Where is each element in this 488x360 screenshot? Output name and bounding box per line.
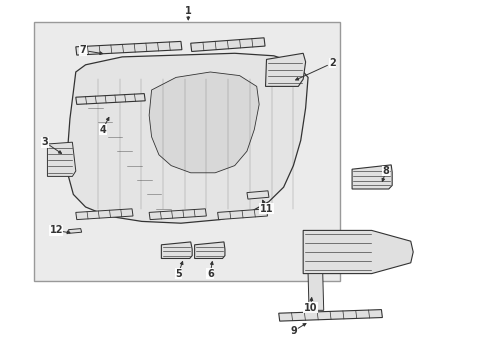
Polygon shape — [76, 41, 182, 55]
Text: 5: 5 — [175, 269, 182, 279]
Polygon shape — [307, 274, 323, 310]
Text: 1: 1 — [184, 6, 191, 16]
Text: 4: 4 — [99, 125, 106, 135]
Text: 11: 11 — [259, 204, 273, 214]
Polygon shape — [149, 72, 259, 173]
Text: 3: 3 — [41, 137, 48, 147]
Polygon shape — [246, 191, 268, 199]
Polygon shape — [149, 209, 206, 220]
Polygon shape — [303, 230, 412, 274]
Polygon shape — [161, 242, 192, 258]
Polygon shape — [194, 242, 224, 258]
Polygon shape — [278, 310, 382, 321]
Polygon shape — [76, 94, 145, 104]
Polygon shape — [351, 165, 391, 189]
Polygon shape — [217, 209, 267, 220]
Polygon shape — [76, 209, 133, 220]
Bar — [34, 22, 339, 281]
Text: 10: 10 — [303, 303, 317, 313]
Polygon shape — [190, 38, 264, 51]
Text: 7: 7 — [80, 45, 86, 55]
Polygon shape — [47, 142, 76, 176]
Polygon shape — [68, 229, 81, 233]
Polygon shape — [67, 53, 307, 223]
Polygon shape — [265, 53, 305, 86]
Text: 2: 2 — [328, 58, 335, 68]
Text: 9: 9 — [289, 326, 296, 336]
Text: 12: 12 — [49, 225, 63, 235]
Text: 6: 6 — [206, 269, 213, 279]
Text: 8: 8 — [382, 166, 389, 176]
